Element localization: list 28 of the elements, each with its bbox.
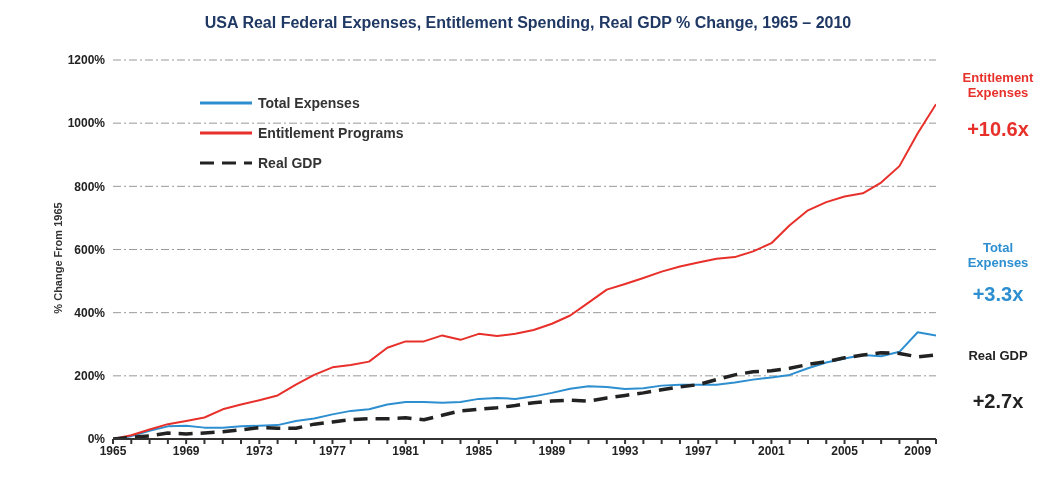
y-tick-label: 400% (74, 305, 106, 320)
x-tick-label: 2009 (904, 443, 932, 458)
text: +3.3x (971, 283, 1025, 306)
text: Real GDP (967, 348, 1029, 363)
x-tick-label: 2005 (831, 443, 859, 458)
legend-label: Total Expenses (258, 95, 360, 111)
text: +2.7x (971, 390, 1025, 413)
x-tick-label: 1993 (611, 443, 639, 458)
y-tick-label: 200% (74, 369, 106, 384)
x-tick-label: 1981 (392, 443, 420, 458)
x-tick-label: 1997 (684, 443, 712, 458)
x-tick-label: 1973 (245, 443, 273, 458)
legend-label: Entitlement Programs (258, 125, 404, 141)
x-tick-label: 1969 (172, 443, 200, 458)
text: Total Expenses (966, 240, 1030, 270)
x-tick-label: 1977 (319, 443, 347, 458)
x-tick-label: 1985 (465, 443, 493, 458)
y-tick-label: 1200% (67, 53, 106, 68)
y-tick-label: 600% (74, 242, 106, 257)
chart-title: USA Real Federal Expenses, Entitlement Spending, Real GDP % Change, 1965 – 2010 (203, 14, 853, 32)
x-tick-label: 2001 (758, 443, 786, 458)
y-tick-label: 800% (74, 179, 106, 194)
x-tick-label: 1989 (538, 443, 566, 458)
text: +10.6x (966, 118, 1030, 141)
y-tick-label: 1000% (67, 116, 106, 131)
text: Entitlement Expenses (961, 70, 1035, 100)
legend-label: Real GDP (258, 155, 322, 171)
y-axis-title: % Change From 1965 (52, 202, 65, 314)
